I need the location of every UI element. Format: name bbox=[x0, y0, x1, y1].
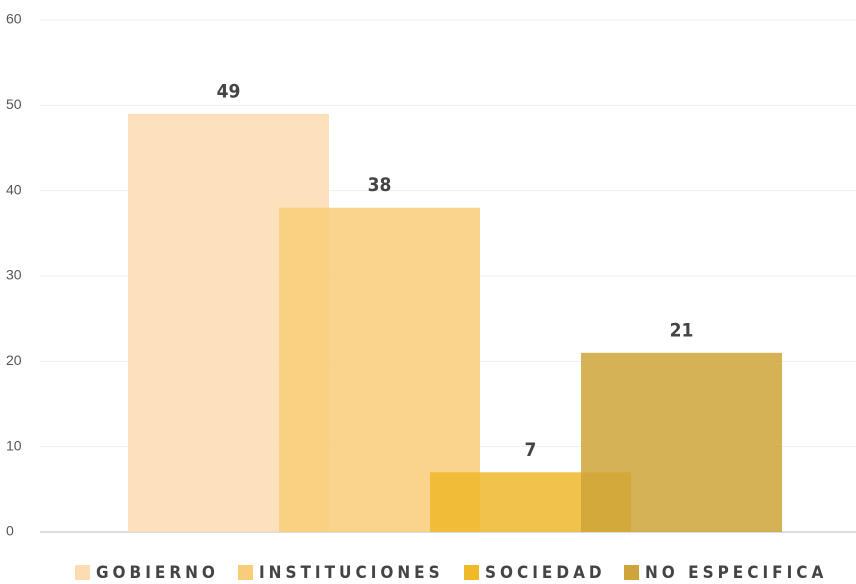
y-tick-label: 0 bbox=[6, 523, 14, 539]
legend-swatch bbox=[464, 565, 479, 580]
bar bbox=[581, 352, 782, 532]
legend-label: INSTITUCIONES bbox=[259, 563, 444, 583]
value-label: 49 bbox=[217, 80, 241, 102]
y-tick-label: 30 bbox=[6, 267, 22, 283]
y-tick-label: 10 bbox=[6, 437, 22, 453]
y-tick-label: 40 bbox=[6, 181, 22, 197]
value-label: 7 bbox=[525, 439, 537, 461]
y-tick-label: 20 bbox=[6, 352, 22, 368]
legend-label: NO ESPECIFICA bbox=[645, 563, 827, 583]
value-label: 21 bbox=[670, 319, 694, 341]
legend-label: GOBIERNO bbox=[96, 563, 219, 583]
y-tick-label: 50 bbox=[6, 96, 22, 112]
legend-label: SOCIEDAD bbox=[485, 563, 606, 583]
y-tick-label: 60 bbox=[6, 11, 22, 27]
legend-swatch bbox=[75, 565, 90, 580]
legend-swatch bbox=[238, 565, 253, 580]
value-label: 38 bbox=[368, 174, 392, 196]
legend-swatch bbox=[624, 565, 639, 580]
